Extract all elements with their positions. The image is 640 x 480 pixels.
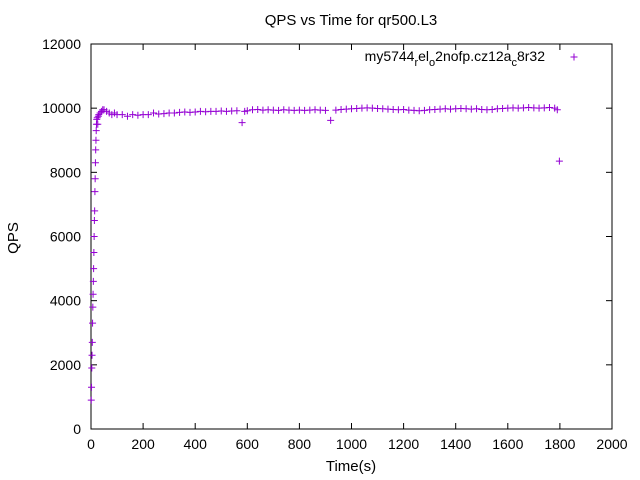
series-points (87, 104, 563, 404)
data-point (555, 157, 563, 165)
data-point (321, 106, 329, 114)
data-point (553, 106, 561, 114)
data-point (90, 265, 98, 273)
data-point (92, 127, 100, 135)
data-point (118, 111, 126, 119)
data-point (129, 111, 137, 119)
data-point (90, 216, 98, 224)
data-point (90, 233, 98, 240)
data-point (91, 188, 99, 196)
legend-label-part: 8r32 (517, 48, 545, 64)
data-point (89, 319, 97, 327)
x-axis-label: Time(s) (326, 458, 376, 475)
data-point (545, 104, 553, 112)
data-point (92, 146, 100, 154)
y-tick-label: 2000 (50, 357, 81, 373)
data-point (88, 351, 96, 359)
legend: my5744relo2nofp.cz12ac8r32 (365, 48, 578, 69)
chart-title: QPS vs Time for qr500.L3 (265, 12, 438, 29)
legend-series-label: my5744relo2nofp.cz12ac8r32 (365, 48, 546, 69)
legend-marker-symbol (570, 53, 578, 61)
y-tick-label: 8000 (50, 164, 81, 180)
data-point (134, 111, 142, 119)
legend-label-part: r (414, 57, 418, 69)
data-point (90, 249, 98, 257)
legend-label-part: el (418, 48, 429, 64)
legend-label-part: o (429, 57, 435, 69)
data-point (332, 106, 340, 114)
legend-marker (570, 53, 578, 61)
data-point (160, 110, 168, 118)
data-point (91, 159, 99, 167)
data-point (89, 277, 97, 285)
legend-label-part: c (511, 57, 517, 69)
plot-frame (90, 43, 613, 430)
y-tick-label: 4000 (50, 293, 81, 309)
data-point (94, 112, 102, 120)
x-tick-label: 2000 (596, 436, 627, 452)
data-point (170, 109, 178, 117)
data-point (87, 396, 95, 404)
data-point (400, 105, 408, 113)
y-tick-label: 10000 (42, 100, 81, 116)
data-point (233, 107, 241, 115)
data-point (191, 108, 199, 116)
x-tick-label: 400 (184, 436, 208, 452)
y-tick-label: 0 (73, 421, 81, 437)
data-point (473, 105, 481, 113)
y-tick-label: 12000 (42, 36, 81, 52)
x-tick-label: 1000 (336, 436, 367, 452)
data-point (88, 383, 96, 391)
data-point (91, 207, 99, 215)
data-point (88, 364, 96, 372)
data-point (93, 114, 101, 122)
data-point (488, 105, 496, 113)
x-tick-label: 1800 (544, 436, 575, 452)
x-tick-label: 800 (288, 436, 312, 452)
x-tick-label: 1400 (440, 436, 471, 452)
x-tick-label: 1600 (492, 436, 523, 452)
y-tick-label: 6000 (50, 229, 81, 245)
data-point (327, 116, 335, 124)
x-tick-label: 0 (87, 436, 95, 452)
data-point (144, 111, 152, 119)
data-point (92, 136, 100, 144)
x-axis-ticks: 0 200 400 600 800 1000 1200 1400 1600 1800 2000 (87, 44, 628, 452)
data-point (88, 338, 96, 346)
data-point (275, 106, 283, 114)
data-point (91, 175, 99, 183)
legend-label-part: 2nofp.cz12a (435, 48, 511, 64)
legend-label-part: my5744 (365, 48, 415, 64)
data-point (254, 105, 262, 113)
data-point (420, 106, 428, 114)
data-point (238, 119, 246, 127)
data-point (89, 290, 97, 298)
data-point (94, 120, 102, 128)
data-point (93, 115, 101, 123)
y-axis-ticks: 0 2000 4000 6000 8000 10000 12000 (42, 36, 612, 437)
data-point (123, 112, 131, 120)
data-point (243, 107, 251, 115)
x-tick-label: 1200 (388, 436, 419, 452)
plot-border (90, 43, 613, 430)
data-point (150, 109, 158, 117)
y-axis-label: QPS (5, 222, 22, 254)
x-tick-label: 200 (131, 436, 155, 452)
data-point (89, 303, 97, 311)
x-tick-label: 600 (236, 436, 260, 452)
